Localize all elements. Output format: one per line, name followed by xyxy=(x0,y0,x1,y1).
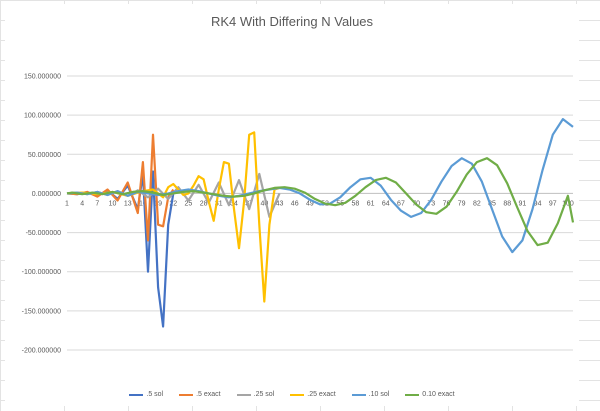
x-tick-label: 1 xyxy=(65,200,69,207)
y-tick-label: -150.000000 xyxy=(22,308,61,315)
series-lines xyxy=(66,117,575,328)
series-line xyxy=(66,117,574,254)
y-tick-label: -200.000000 xyxy=(22,348,61,355)
legend-label: .10 sol xyxy=(368,391,390,398)
y-tick-label: -100.000000 xyxy=(22,269,61,276)
x-tick-label: 46 xyxy=(291,200,299,207)
x-tick-label: 73 xyxy=(427,200,435,207)
legend-swatch xyxy=(236,393,251,396)
legend-item: .25 sol xyxy=(236,391,275,398)
x-tick-label: 31 xyxy=(215,200,223,207)
x-tick-label: 61 xyxy=(367,200,375,207)
legend-label: .5 exact xyxy=(196,391,221,398)
series-line xyxy=(66,157,575,247)
legend-label: .25 sol xyxy=(253,391,275,398)
x-tick-label: 16 xyxy=(139,200,147,207)
legend-item: .10 sol xyxy=(351,391,390,398)
y-tick-label: 50.000000 xyxy=(28,152,61,159)
legend-label: .5 sol xyxy=(146,391,164,398)
legend-item: .5 exact xyxy=(179,391,221,398)
legend-swatch xyxy=(129,393,144,396)
series-line xyxy=(66,133,175,242)
legend-item: .25 exact xyxy=(290,391,336,398)
x-tick-label: 7 xyxy=(95,200,99,207)
legend-label: .25 exact xyxy=(307,391,336,398)
x-tick-label: 67 xyxy=(397,200,405,207)
x-tick-label: 85 xyxy=(488,200,496,207)
x-tick-label: 10 xyxy=(109,200,117,207)
chart-title: RK4 With Differing N Values xyxy=(210,14,374,29)
x-tick-label: 25 xyxy=(185,200,193,207)
x-tick-label: 94 xyxy=(534,200,542,207)
x-tick-label: 100 xyxy=(562,200,574,207)
y-tick-label: 0.000000 xyxy=(32,191,61,198)
x-tick-label: 37 xyxy=(245,200,253,207)
axes: 150.000000 100.000000 50.000000 0.000000 -50… xyxy=(22,74,574,355)
x-tick-label: 97 xyxy=(549,200,557,207)
legend: .5 sol .5 exact .25 sol .25 exact .10 sol 0.1… xyxy=(5,391,579,398)
x-tick-label: 4 xyxy=(80,200,84,207)
x-tick-label: 58 xyxy=(352,200,360,207)
x-tick-label: 76 xyxy=(443,200,451,207)
legend-item: .5 sol xyxy=(129,391,163,398)
x-tick-label: 13 xyxy=(124,200,132,207)
x-tick-label: 49 xyxy=(306,200,314,207)
legend-swatch xyxy=(351,393,366,396)
x-tick-label: 64 xyxy=(382,200,390,207)
y-tick-label: 150.000000 xyxy=(24,74,61,81)
x-tick-label: 22 xyxy=(169,200,177,207)
x-tick-label: 40 xyxy=(260,200,268,207)
legend-label: 0.10 exact xyxy=(422,391,455,398)
legend-swatch xyxy=(179,393,194,396)
x-tick-label: 91 xyxy=(519,200,527,207)
gridlines xyxy=(67,75,573,351)
y-tick-label: 100.000000 xyxy=(24,113,61,120)
y-tick-label: -50.000000 xyxy=(26,230,62,237)
series-line xyxy=(66,131,280,303)
x-tick-label: 88 xyxy=(503,200,511,207)
x-tick-label: 43 xyxy=(276,200,284,207)
chart-area[interactable]: RK4 With Differing N Values 150.000000 10… xyxy=(5,4,579,406)
legend-swatch xyxy=(405,393,420,396)
legend-item: 0.10 exact xyxy=(405,391,455,398)
legend-swatch xyxy=(290,393,305,396)
x-tick-label: 82 xyxy=(473,200,481,207)
x-tick-label: 79 xyxy=(458,200,466,207)
x-tick-label: 19 xyxy=(154,200,162,207)
x-tick-label: 28 xyxy=(200,200,208,207)
plot-area: 150.000000 100.000000 50.000000 0.000000 -50… xyxy=(22,74,575,355)
